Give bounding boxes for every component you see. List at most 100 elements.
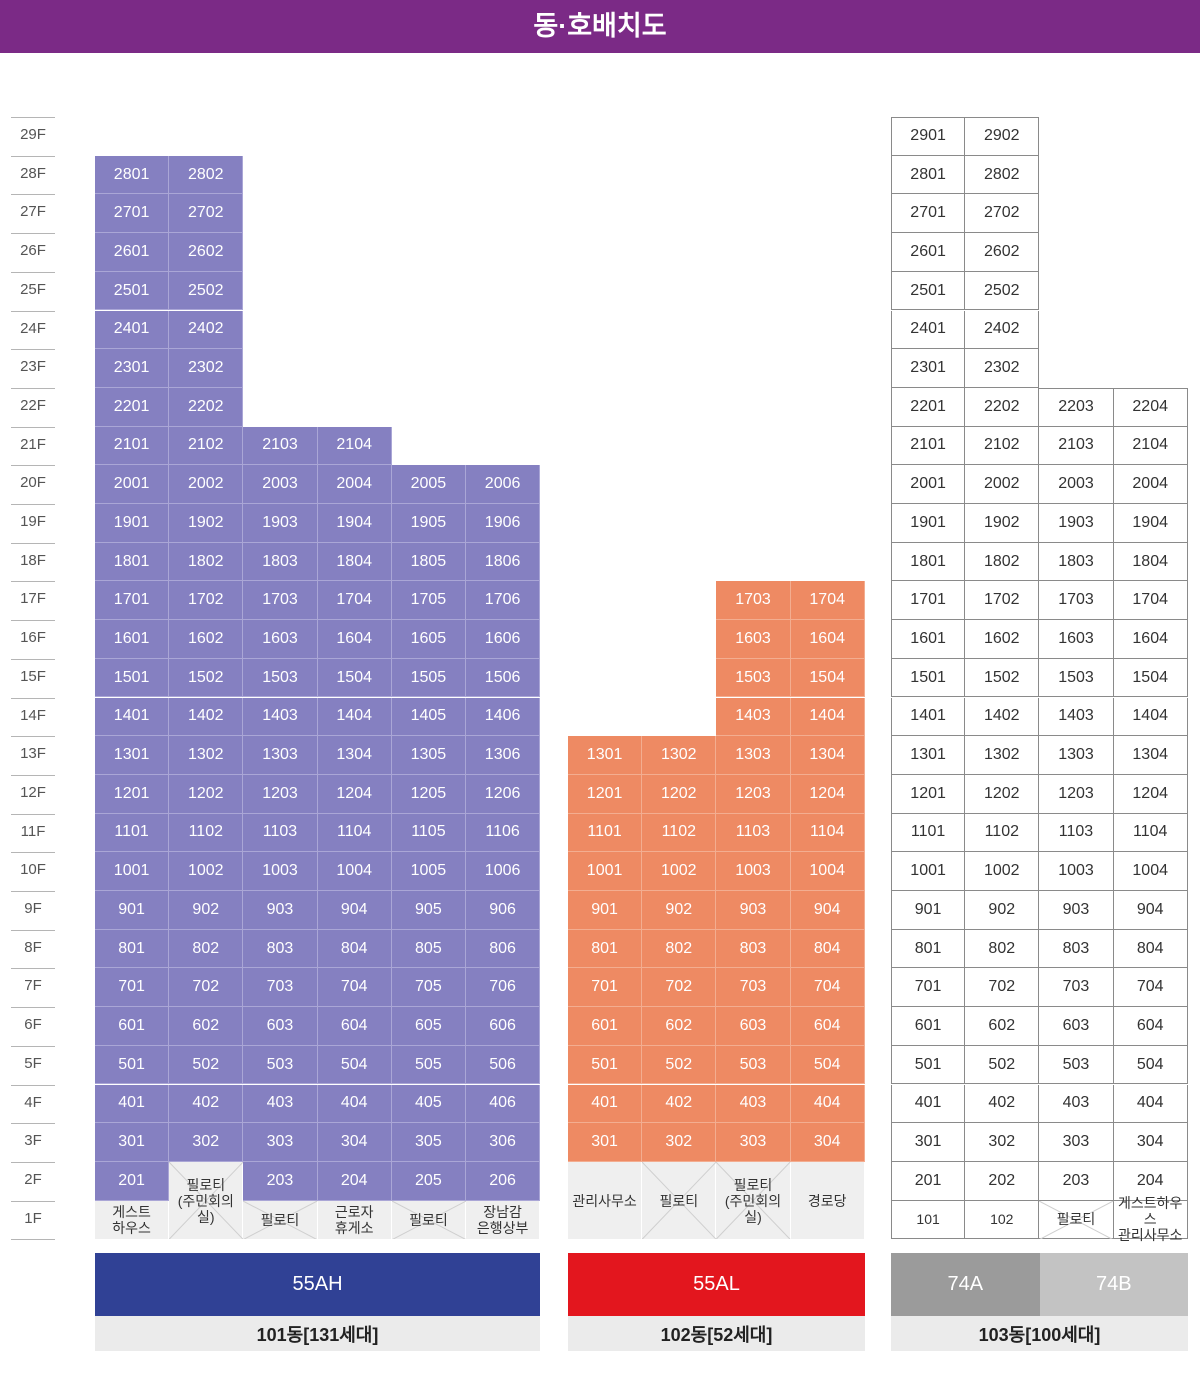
unit-b103-1402: 1402 (965, 697, 1040, 737)
unit-b101-2005: 2005 (391, 465, 466, 504)
floor-label: 8F (24, 938, 42, 956)
unit-b102-904: 904 (790, 891, 865, 930)
unit-b101-2501: 2501 (95, 271, 170, 311)
unit-b101-2601-label: 2601 (113, 242, 150, 260)
unit-b102-503-label: 503 (739, 1055, 767, 1073)
unit-b102-804: 804 (790, 929, 865, 969)
unit-b101-2101: 2101 (95, 426, 170, 466)
unit-b101-203-label: 203 (266, 1171, 294, 1189)
unit-b103-603-label: 603 (1062, 1016, 1090, 1034)
unit-b101-1306-label: 1306 (484, 746, 521, 764)
unit-b103-702: 702 (965, 968, 1040, 1008)
floor-label: 16F (20, 629, 46, 647)
unit-b103-1901-label: 1901 (910, 513, 946, 531)
unit-b101-306-label: 306 (489, 1133, 516, 1151)
unit-b103-1901: 1901 (891, 504, 966, 543)
floor-label: 24F (20, 319, 46, 337)
ground-cell-b101-05-label: 필로티 (409, 1211, 448, 1228)
unit-b102-801: 801 (568, 929, 643, 969)
unit-b103-301: 301 (891, 1123, 966, 1162)
unit-b103-1004-label: 1004 (1132, 862, 1168, 880)
unit-b101-804-label: 804 (340, 939, 368, 957)
piloti-cross-mark (1039, 1200, 1114, 1240)
unit-b102-401: 401 (568, 1084, 643, 1124)
unit-b101-1004-label: 1004 (336, 862, 372, 880)
ground-cell-b101-04: 근로자 휴게소 (317, 1200, 392, 1240)
unit-b101-706-label: 706 (489, 978, 516, 996)
unit-b101-2602-label: 2602 (187, 242, 224, 260)
unit-b103-2702: 2702 (965, 194, 1040, 234)
unit-b101-206: 206 (466, 1161, 541, 1201)
unit-b101-601-label: 601 (118, 1016, 145, 1034)
unit-b103-2103-label: 2103 (1058, 436, 1094, 454)
unit-b101-2502: 2502 (169, 271, 244, 311)
floor-label: 6F (24, 1016, 42, 1034)
floor-label: 27F (20, 203, 46, 221)
ground-cell-b101-02: 필로티 (주민회의실) (169, 1161, 244, 1240)
floor-divider (11, 427, 55, 428)
ground-cell-b101-01: 게스트 하우스 (95, 1200, 170, 1240)
unit-b101-2302: 2302 (169, 349, 244, 388)
unit-b101-1503-label: 1503 (262, 668, 298, 686)
unit-b101-604-label: 604 (340, 1016, 368, 1034)
unit-b103-1301-label: 1301 (910, 746, 946, 764)
ground-cell-b101-02-label: 필로티 (주민회의실) (177, 1176, 234, 1225)
unit-b102-1704-label: 1704 (809, 591, 845, 609)
unit-b101-803: 803 (243, 929, 318, 969)
floor-label: 26F (20, 242, 46, 260)
unit-b101-2301: 2301 (95, 349, 170, 388)
unit-b103-804-label: 804 (1136, 939, 1164, 957)
unit-b102-504: 504 (790, 1045, 865, 1085)
unit-b101-802-label: 802 (192, 939, 220, 957)
unit-b101-201: 201 (95, 1161, 170, 1201)
unit-b103-2901: 2901 (891, 117, 966, 156)
unit-b103-1701: 1701 (891, 581, 966, 621)
unit-b101-1901: 1901 (95, 504, 170, 543)
unit-b102-1302: 1302 (642, 736, 717, 775)
unit-b103-1401: 1401 (891, 697, 966, 737)
unit-b103-301-label: 301 (914, 1133, 942, 1151)
unit-b103-2401: 2401 (891, 310, 966, 350)
unit-b101-801: 801 (95, 929, 170, 969)
unit-b102-702: 702 (642, 968, 717, 1008)
unit-b103-2003-label: 2003 (1058, 475, 1094, 493)
unit-b103-1802: 1802 (965, 542, 1040, 582)
unit-b103-202: 202 (965, 1161, 1040, 1201)
unit-b103-803: 803 (1039, 929, 1114, 969)
unit-b101-904-label: 904 (340, 900, 368, 918)
unit-b103-2502-label: 2502 (983, 281, 1020, 299)
unit-b103-703: 703 (1039, 968, 1114, 1008)
unit-b101-302-label: 302 (192, 1133, 220, 1151)
unit-b101-1201: 1201 (95, 774, 170, 814)
unit-b102-603: 603 (716, 1007, 791, 1046)
unit-b101-1204-label: 1204 (336, 784, 372, 802)
unit-b103-201: 201 (891, 1161, 966, 1201)
unit-b102-501: 501 (568, 1045, 643, 1085)
unit-b102-1504-label: 1504 (809, 668, 845, 686)
unit-b102-1301-label: 1301 (586, 746, 623, 764)
unit-b101-1005-label: 1005 (410, 862, 447, 880)
unit-b103-2103: 2103 (1039, 426, 1114, 466)
unit-b103-1701-label: 1701 (910, 591, 946, 609)
unit-b101-201-label: 201 (118, 1171, 145, 1189)
unit-b102-1302-label: 1302 (660, 746, 697, 764)
ground-cell-b101-03: 필로티 (243, 1200, 318, 1240)
unit-b102-1002: 1002 (642, 852, 717, 891)
ground-cell-b101-05: 필로티 (391, 1200, 466, 1240)
unit-b101-1904-label: 1904 (336, 513, 372, 531)
floor-divider (11, 1085, 55, 1086)
unit-b101-1602: 1602 (169, 620, 244, 659)
unit-b101-2402: 2402 (169, 310, 244, 350)
unit-b103-702-label: 702 (988, 978, 1016, 996)
piloti-cross-mark (716, 1161, 791, 1240)
unit-b102-502-label: 502 (665, 1055, 693, 1073)
unit-b101-1406-label: 1406 (484, 707, 521, 725)
ground-cell-b102-03: 필로티 (주민회의실) (716, 1161, 791, 1240)
unit-b103-1204-label: 1204 (1132, 784, 1168, 802)
unit-b102-603-label: 603 (739, 1016, 767, 1034)
floor-divider (11, 272, 55, 273)
unit-b102-604: 604 (790, 1007, 865, 1046)
unit-b101-1801: 1801 (95, 542, 170, 582)
unit-b101-901-label: 901 (118, 900, 145, 918)
unit-b103-1501-label: 1501 (910, 668, 946, 686)
